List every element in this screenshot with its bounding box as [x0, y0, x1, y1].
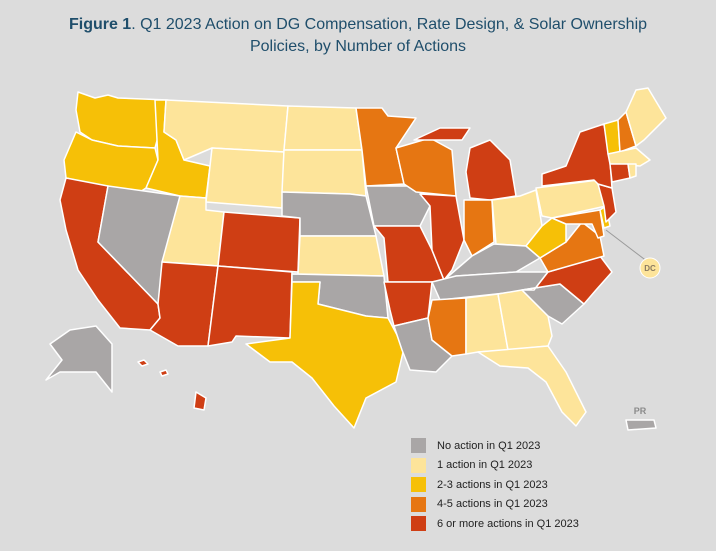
state-ND: [283, 105, 363, 151]
figure-title: Figure 1. Q1 2023 Action on DG Compensat…: [0, 14, 716, 58]
state-AZ: [149, 261, 219, 347]
legend-label: 6 or more actions in Q1 2023: [437, 517, 579, 530]
legend-label: No action in Q1 2023: [437, 439, 541, 452]
state-IN: [463, 199, 495, 257]
state-IL: [419, 193, 465, 281]
state-WY: [205, 147, 285, 209]
title-line-1: Figure 1. Q1 2023 Action on DG Compensat…: [0, 14, 716, 36]
legend-swatch: [411, 438, 426, 454]
state-MA: [607, 147, 651, 167]
legend-swatch: [411, 516, 426, 532]
state-RI: [627, 163, 637, 179]
dc-label: DC: [644, 264, 656, 273]
legend-swatch: [411, 457, 426, 473]
state-PR: [625, 419, 657, 431]
state-DC: [639, 257, 661, 279]
state-CO: [217, 211, 301, 273]
legend-item-one: 1 action in Q1 2023: [411, 456, 579, 476]
pr-label: PR: [634, 406, 647, 416]
legend-swatch: [411, 496, 426, 512]
title-line-2: Policies, by Number of Actions: [249, 38, 467, 55]
legend-item-four-five: 4-5 actions in Q1 2023: [411, 495, 579, 515]
state-ME: [625, 87, 667, 147]
legend-label: 1 action in Q1 2023: [437, 459, 533, 472]
state-NY: [541, 123, 613, 189]
dc-leader-line: [605, 229, 649, 263]
state-HI: [137, 359, 207, 411]
legend-item-two-three: 2-3 actions in Q1 2023: [411, 475, 579, 495]
state-KS: [297, 235, 385, 277]
state-AK: [45, 325, 113, 393]
state-CT: [609, 163, 631, 183]
state-FL: [477, 345, 587, 427]
legend-item-none: No action in Q1 2023: [411, 436, 579, 456]
state-NM: [207, 265, 293, 347]
title-text: . Q1 2023 Action on DG Compensation, Rat…: [131, 16, 648, 33]
state-TX: [245, 281, 405, 429]
state-SD: [281, 149, 367, 197]
legend: No action in Q1 2023 1 action in Q1 2023 2…: [411, 436, 579, 534]
legend-label: 4-5 actions in Q1 2023: [437, 498, 548, 511]
legend-item-six-plus: 6 or more actions in Q1 2023: [411, 514, 579, 534]
figure-label: Figure 1: [68, 16, 132, 33]
legend-swatch: [411, 477, 426, 493]
legend-label: 2-3 actions in Q1 2023: [437, 478, 548, 491]
